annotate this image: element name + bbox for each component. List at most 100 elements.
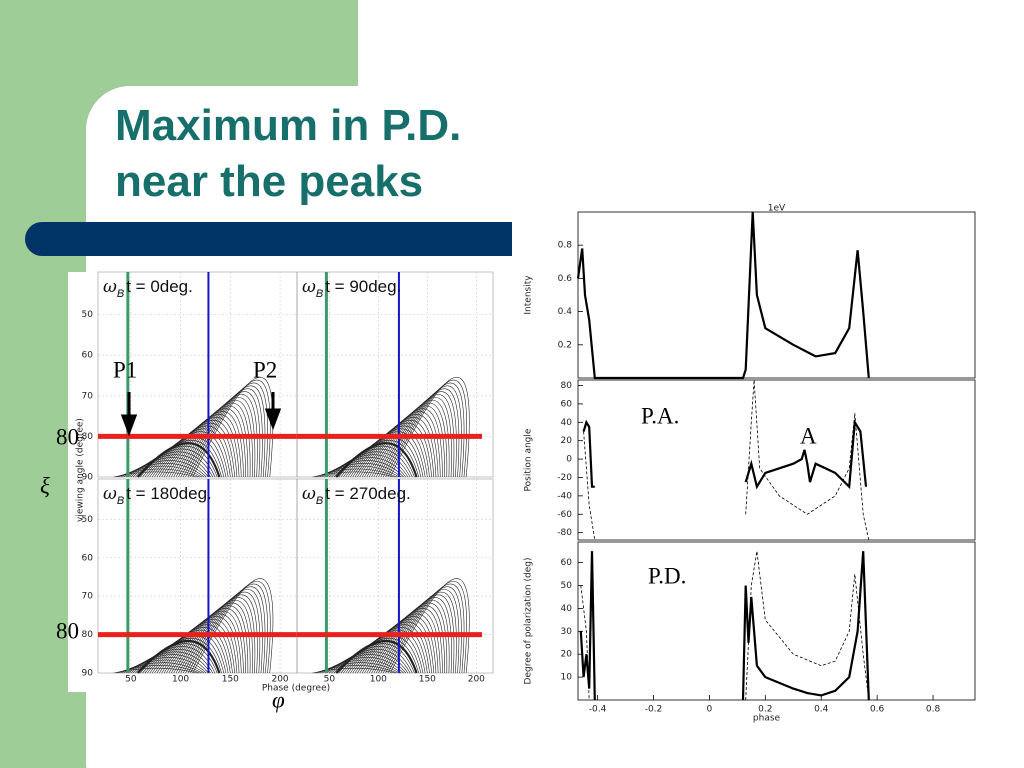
y-tick-label: 0 (566, 455, 572, 465)
annotation: P.D. (648, 563, 686, 588)
label: t = 0deg. (126, 277, 193, 296)
curve (178, 394, 258, 478)
y-tick-label: 0.6 (558, 274, 573, 284)
y-axis-label: Degree of polarization (deg) (524, 558, 534, 685)
y-tick-label: 50 (82, 515, 94, 525)
plot-frame (577, 211, 976, 379)
curve (350, 425, 430, 478)
curve-fan (312, 578, 470, 674)
y-tick-label: 40 (561, 604, 573, 614)
curve (321, 656, 404, 674)
curve (159, 616, 240, 674)
y-axis-label: Position angle (524, 428, 534, 491)
y-tick-label: 60 (561, 399, 573, 409)
x-tick-label: 0.6 (870, 705, 885, 715)
curve (125, 457, 209, 478)
y-tick-label: 50 (82, 310, 94, 320)
curve (368, 602, 448, 674)
curve (366, 405, 445, 478)
curve (375, 394, 455, 478)
x-tick-label: 200 (271, 675, 288, 685)
y-tick-label: 10 (561, 673, 573, 683)
annotation: A (800, 423, 817, 448)
y-tick-label: 60 (82, 553, 94, 563)
subscript: B (316, 288, 323, 300)
curve (387, 379, 467, 478)
label: t = 180deg. (126, 484, 212, 503)
curve (347, 627, 428, 674)
curve (321, 460, 404, 478)
y-tick-label: -80 (557, 528, 572, 538)
curve (326, 651, 409, 674)
y-tick-label: 50 (561, 581, 573, 591)
curve (190, 379, 271, 478)
annotation: ξ (40, 473, 50, 498)
curve (375, 594, 455, 674)
curve (130, 649, 214, 674)
curve (151, 425, 233, 478)
omega: ω (103, 277, 117, 297)
y-tick-label: -40 (557, 491, 572, 501)
y-tick-label: 90 (82, 669, 94, 679)
curve (390, 376, 470, 478)
y-tick-label: 80 (82, 432, 94, 442)
y-tick-label: 70 (82, 391, 94, 401)
x-tick-label: 50 (324, 675, 336, 685)
curve (175, 597, 256, 674)
curve (180, 592, 261, 674)
panel-label: ωB t = 180deg. (103, 484, 212, 507)
curve (357, 616, 437, 674)
curve (354, 618, 435, 674)
annotation: 80 (56, 618, 79, 643)
curve (123, 460, 207, 478)
x-tick-label: -0.2 (645, 705, 663, 715)
y-tick-label: 30 (561, 627, 573, 637)
curve (354, 419, 435, 478)
omega: ω (302, 484, 316, 504)
x-tick-label: 0.8 (926, 705, 941, 715)
arrow (120, 392, 138, 437)
y-tick-label: -20 (557, 473, 572, 483)
curve (180, 391, 261, 478)
y-tick-label: 60 (561, 558, 573, 568)
curve (128, 454, 211, 478)
y-tick-label: 70 (82, 592, 94, 602)
curve (368, 402, 448, 478)
curve (149, 627, 231, 674)
curve (159, 417, 240, 478)
y-axis-label: viewing angle (degree) (76, 418, 86, 522)
curve (192, 578, 274, 674)
curve (123, 656, 207, 674)
series-line (576, 211, 870, 380)
x-tick-label: 0 (707, 705, 713, 715)
y-tick-label: 20 (561, 650, 573, 660)
curve (168, 405, 249, 478)
annotation: φ (272, 687, 285, 712)
series-line (582, 418, 868, 490)
series-line (583, 379, 870, 541)
curve (156, 419, 238, 478)
y-tick-label: 60 (82, 351, 94, 361)
curve (130, 451, 214, 478)
curve (326, 454, 409, 478)
curve (136, 639, 221, 674)
x-tick-label: 200 (468, 675, 485, 685)
x-tick-label: 150 (222, 675, 239, 685)
y-tick-label: 90 (82, 473, 94, 483)
curve (347, 428, 428, 478)
curve (170, 602, 251, 674)
left-figure (68, 272, 493, 692)
curve (161, 613, 242, 674)
annotation: 80 (56, 424, 79, 449)
x-tick-label: 0.4 (814, 705, 829, 715)
right-figure (512, 202, 980, 708)
x-axis-label: phase (753, 714, 781, 724)
curve (350, 624, 430, 674)
panel-label: ωB t = 270deg. (302, 484, 411, 507)
curve (175, 396, 256, 478)
subscript: B (117, 495, 124, 507)
y-tick-label: 80 (561, 381, 573, 391)
curve (149, 428, 231, 478)
y-axis-label: Intensity (524, 275, 534, 315)
